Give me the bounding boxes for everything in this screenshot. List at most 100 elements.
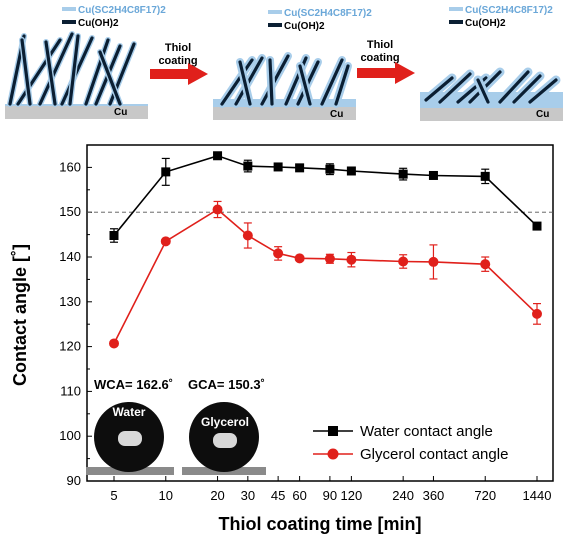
marker-square [346,166,356,176]
gca-annotation: GCA= 150.3˚ [188,377,265,392]
glycerol-droplet-label: Glycerol [201,415,249,429]
hydroxide-rod [98,50,122,106]
marker-square [480,171,490,181]
data-point-glycerol [109,338,119,349]
hydroxide-rod [498,70,530,104]
arrow-label-line1: Thiol [165,42,191,54]
y-tick-label: 130 [59,294,81,309]
data-point-water [532,221,542,231]
marker-circle [480,259,491,270]
data-point-glycerol [428,244,439,280]
marker-circle [294,253,305,264]
marker-square [398,169,408,179]
x-tick-label: 45 [271,488,285,503]
data-point-water [428,170,438,180]
x-tick-label: 30 [241,488,255,503]
wca-annotation: WCA= 162.6˚ [94,377,173,392]
hydroxide-rod [438,72,472,104]
y-tick-label: 120 [59,339,81,354]
data-point-glycerol [273,246,284,261]
legend-coating-label: Cu(SC2H4C8F17)2 [78,5,166,16]
series-line-water [113,154,538,237]
hydroxide-rod [260,54,290,106]
data-point-water [325,163,335,176]
copper-substrate [213,107,356,120]
y-tick-label: 90 [67,473,81,488]
hydroxide-rod [298,64,312,106]
marker-square [532,221,542,231]
data-point-glycerol [532,302,542,325]
data-point-water [346,166,356,176]
legend-hydroxide-label: Cu(OH)2 [284,21,325,32]
legend-glycerol-label: Glycerol contact angle [360,446,508,463]
hydroxide-rod [476,78,490,104]
x-tick-label: 360 [423,488,445,503]
legend-swatch-hydroxide [449,20,463,24]
hydroxide-rod [234,56,264,106]
data-point-glycerol [480,256,491,272]
arrow-label-line2: coating [158,55,197,67]
y-axis-ticks: 90 100 110 120 130 140 150 160 [59,159,92,488]
data-point-water [295,163,305,173]
y-tick-label: 160 [59,159,81,174]
hydroxide-rod [320,58,344,106]
x-tick-label: 20 [210,488,224,503]
arrow-label-line2: coating [360,52,399,64]
x-axis-title: Thiol coating time [min] [219,514,422,534]
series-markers [109,151,542,349]
marker-circle [242,230,253,241]
water-droplet-highlight [118,431,142,446]
hydroxide-rod [424,76,454,102]
water-droplet-label: Water [113,405,146,419]
legend-swatch-hydroxide [268,23,282,27]
data-point-water [398,167,408,181]
panel-fully-coated [420,67,563,121]
chart-legend: Water contact angle Glycerol contact ang… [313,423,508,463]
panel-partially-coated [213,52,356,120]
data-point-glycerol [346,251,357,268]
marker-circle [532,308,542,319]
arrow-label-line1: Thiol [367,39,393,51]
legend-swatch-coating [268,10,282,14]
substrate-label-3: Cu [536,109,549,120]
legend-swatch-coating [62,7,76,11]
data-point-glycerol [242,222,253,249]
marker-circle [346,254,357,265]
legend-water-label: Water contact angle [360,423,493,440]
data-point-glycerol [212,200,223,219]
legend-swatch-coating [449,7,463,11]
hydroxide-rod [512,74,542,104]
legend-group-1: Cu(SC2H4C8F17)2 Cu(OH)2 [62,5,166,29]
marker-circle [398,256,409,267]
x-tick-label: 120 [341,488,363,503]
marker-circle [324,253,335,264]
hydroxide-rod [238,60,252,106]
marker-circle [212,204,223,215]
y-tick-label: 110 [60,383,81,398]
copper-substrate [5,106,148,119]
hydroxide-rod [68,34,80,106]
x-tick-label: 240 [392,488,414,503]
hydroxide-rod [16,38,62,106]
legend-water-marker [328,426,338,436]
hydroxide-rod [84,38,110,106]
legend-glycerol-marker [327,448,339,460]
data-point-water [480,168,490,185]
hydroxide-rod [60,36,94,106]
x-tick-label: 1440 [523,488,552,503]
plot-frame [86,144,554,482]
arrow-shaft [150,69,190,79]
data-point-water [273,162,283,172]
marker-square [213,151,223,161]
marker-circle [428,256,439,267]
copper-substrate [420,108,563,121]
marker-square [273,162,283,172]
hydroxide-rod [334,64,350,106]
legend-group-2: Cu(SC2H4C8F17)2 Cu(OH)2 [268,8,372,32]
legend-coating-label: Cu(SC2H4C8F17)2 [465,5,553,16]
hydroxide-rod [44,40,57,106]
arrow-shaft [357,68,397,78]
plot-border [86,144,554,482]
marker-square [325,164,335,174]
coating-layer [5,104,148,106]
